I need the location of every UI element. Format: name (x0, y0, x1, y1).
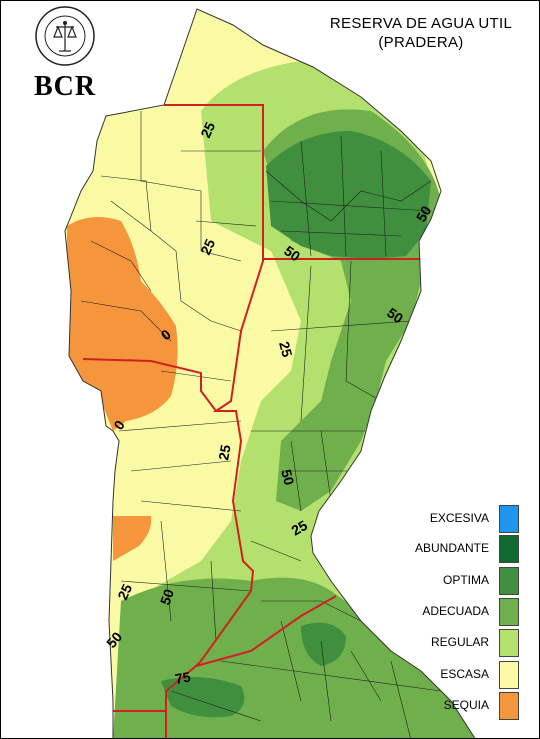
contour-label: 50 (278, 468, 298, 487)
legend-item-adecuada: ADECUADA (401, 598, 519, 626)
zone-optima-southeast (301, 622, 346, 666)
contour-label: 25 (276, 340, 296, 359)
legend-swatch (499, 692, 519, 720)
contour-label: 25 (114, 581, 135, 602)
legend-item-abundante: ABUNDANTE (401, 535, 519, 563)
legend-swatch (499, 535, 519, 563)
legend-swatch (499, 505, 519, 533)
legend-label: SEQUIA (443, 698, 489, 712)
contour-label: 75 (174, 668, 192, 686)
contour-label: 25 (197, 236, 218, 257)
legend-swatch (499, 567, 519, 595)
contour-label: 50 (413, 203, 435, 225)
legend-swatch (499, 629, 519, 657)
map-title: RESERVA DE AGUA UTIL (329, 15, 513, 32)
province-boundaries (82, 104, 431, 738)
zone-optima-south (161, 677, 245, 718)
legend-label: ESCASA (440, 667, 489, 681)
legend-label: REGULAR (430, 635, 489, 649)
contour-label: 25 (215, 443, 233, 461)
contour-label: 25 (197, 119, 218, 140)
brand-name: BCR (34, 71, 97, 102)
zone-sequia-southwest (113, 516, 152, 561)
zone-sequia-west (67, 217, 178, 431)
legend-label: ABUNDANTE (414, 541, 489, 555)
legend-item-regular: REGULAR (401, 629, 519, 657)
bcr-seal-icon (35, 6, 95, 66)
zone-optima-north (266, 131, 431, 259)
contour-label: 50 (157, 587, 177, 607)
legend-label: OPTIMA (442, 573, 489, 587)
contour-label: 25 (289, 517, 311, 539)
legend-item-excesiva: EXCESIVA (401, 505, 519, 533)
legend-item-sequia: SEQUIA (401, 692, 519, 720)
legend-label: ADECUADA (422, 604, 489, 618)
legend-item-optima: OPTIMA (401, 567, 519, 595)
map-subtitle: (PRADERA) (378, 34, 464, 51)
legend-label: EXCESIVA (429, 511, 489, 525)
legend-swatch (499, 598, 519, 626)
region-outline (64, 8, 476, 738)
legend-item-escasa: ESCASA (401, 661, 519, 689)
legend-swatch (499, 661, 519, 689)
